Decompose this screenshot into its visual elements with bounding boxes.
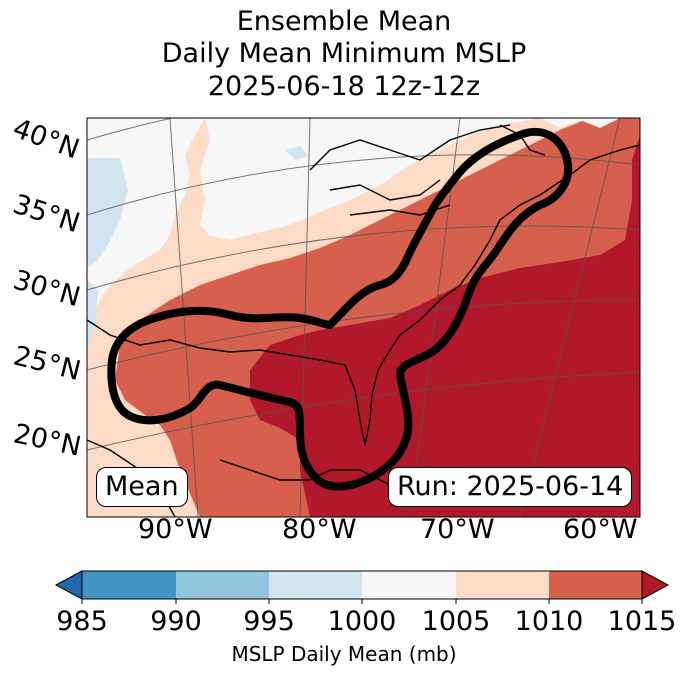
run-date-tag: Run: 2025-06-14 [388, 467, 633, 507]
colorbar-label-985: 985 [56, 606, 108, 637]
lon-label-80w: 80°W [282, 514, 357, 545]
colorbar-bin-995-1000 [269, 571, 362, 599]
track-contour [107, 127, 573, 491]
colorbar-label-1010: 1010 [514, 606, 584, 637]
colorbar-bin-1005-1010 [456, 571, 549, 599]
field-near-white-ne [200, 118, 620, 240]
lon-label-90w: 90°W [138, 514, 213, 545]
map-frame [86, 117, 641, 518]
colorbar-label-1000: 1000 [327, 606, 397, 637]
colorbar [54, 570, 670, 604]
mean-tag: Mean [96, 467, 188, 507]
pressure-field [87, 118, 640, 517]
lon-label-60w: 60°W [563, 514, 638, 545]
colorbar-label-995: 995 [243, 606, 295, 637]
colorbar-bin-1000-1005 [362, 571, 456, 599]
colorbar-title: MSLP Daily Mean (mb) [231, 642, 457, 666]
colorbar-label-1015: 1015 [607, 606, 677, 637]
colorbar-label-1005: 1005 [421, 606, 491, 637]
colorbar-ticks [81, 599, 643, 604]
colorbar-extend-low [54, 570, 83, 600]
colorbar-label-990: 990 [150, 606, 202, 637]
field-very-light-blue-3 [285, 146, 308, 160]
title-line-2: Daily Mean Minimum MSLP [161, 38, 527, 69]
title-line-3: 2025-06-18 12z-12z [207, 71, 481, 102]
colorbar-bin-990-995 [176, 571, 269, 599]
field-very-light-blue [87, 158, 128, 268]
colorbar-extend-high [641, 570, 670, 600]
colorbar-bin-985-990 [82, 571, 176, 599]
colorbar-bin-1010-1015 [549, 571, 642, 599]
title-line-1: Ensemble Mean [236, 6, 452, 37]
field-very-light-blue-2 [87, 280, 98, 360]
lon-label-70w: 70°W [420, 514, 495, 545]
